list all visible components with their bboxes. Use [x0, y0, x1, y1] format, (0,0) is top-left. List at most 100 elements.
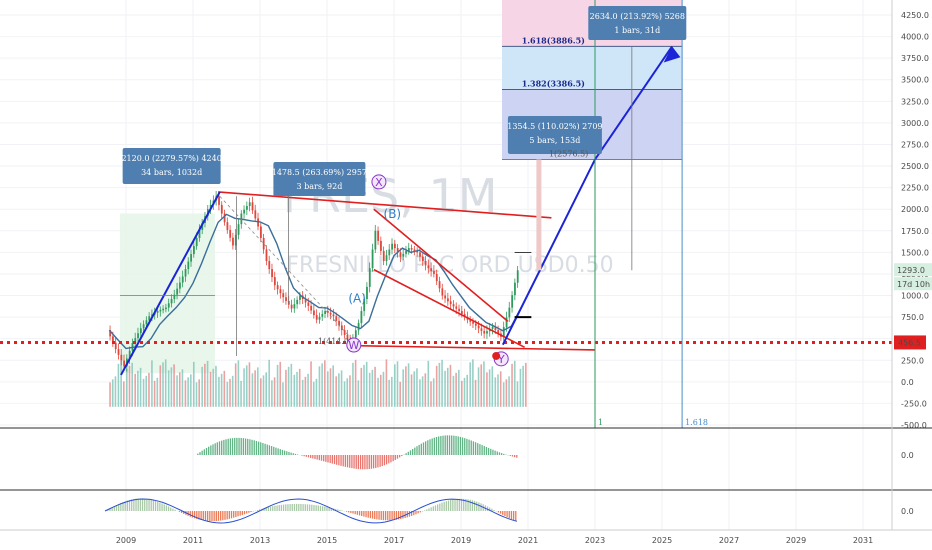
- oscillator-bar: [450, 499, 452, 511]
- volume-bar: [452, 375, 455, 407]
- oscillator-bar: [489, 507, 491, 511]
- oscillator-bar: [430, 507, 432, 511]
- histogram-bar: [238, 437, 240, 455]
- candle-body: [226, 222, 229, 230]
- candle-body: [505, 317, 508, 328]
- volume-bar: [368, 372, 371, 407]
- oscillator-bar: [233, 511, 235, 518]
- volume-bar: [480, 364, 483, 407]
- volume-bar: [298, 368, 301, 407]
- candle-body: [318, 316, 321, 320]
- histogram-bar: [244, 438, 247, 455]
- oscillator-bar: [510, 511, 513, 520]
- candle-body: [137, 333, 139, 339]
- candle-body: [360, 311, 363, 324]
- oscillator-bar: [213, 511, 215, 522]
- oscillator-bar: [404, 511, 406, 519]
- oscillator-bar: [308, 504, 311, 511]
- volume-bar: [164, 359, 167, 407]
- candle-body: [170, 298, 173, 304]
- histogram-bar: [216, 442, 218, 455]
- volume-bar: [424, 373, 427, 407]
- histogram-bar: [320, 455, 323, 461]
- histogram-bar: [359, 455, 362, 470]
- candle-body: [497, 330, 500, 334]
- oscillator-bar: [478, 502, 480, 511]
- candlesticks: [108, 190, 521, 372]
- histogram-bar: [420, 443, 422, 455]
- candle-body: [394, 243, 396, 249]
- histogram-bar: [197, 453, 199, 455]
- candle-body: [251, 202, 254, 211]
- candle-body: [430, 268, 433, 272]
- oscillator-bar: [454, 499, 456, 511]
- candle-body: [268, 261, 271, 270]
- candle-body: [421, 256, 424, 261]
- candle-body: [114, 342, 117, 350]
- candle-body: [433, 271, 435, 274]
- oscillator-bar: [419, 511, 421, 513]
- volume-bar: [352, 362, 354, 407]
- volume-bar: [290, 363, 293, 407]
- oscillator-bar: [306, 504, 309, 511]
- measure-label-bars: 34 bars, 1032d: [141, 168, 202, 177]
- oscillator-bar: [499, 511, 502, 514]
- candle-body: [357, 323, 360, 331]
- histogram-bar: [503, 453, 505, 455]
- histogram-bar: [318, 455, 320, 461]
- volume-bar: [223, 370, 226, 407]
- x-tick-label: 2027: [719, 536, 739, 545]
- oscillator-bar: [174, 509, 176, 511]
- measure-label-value: 1354.5 (110.02%) 2709: [507, 122, 602, 131]
- chart-drawings: [0, 0, 892, 428]
- volume-bar: [477, 367, 480, 407]
- candle-body: [159, 309, 162, 312]
- oscillator-bar: [317, 505, 319, 511]
- histogram-bar: [396, 455, 399, 459]
- oscillator-bar: [204, 511, 207, 521]
- x-tick-label: 2031: [853, 536, 873, 545]
- histogram-bar: [214, 443, 216, 455]
- histogram-bar: [310, 455, 312, 458]
- candle-body: [472, 321, 474, 324]
- candle-body: [407, 248, 410, 251]
- volume-bar: [193, 361, 195, 407]
- candle-body: [139, 328, 142, 334]
- histogram-bar: [329, 455, 331, 464]
- candle-body: [391, 243, 394, 250]
- oscillator-bar: [220, 511, 222, 521]
- histogram-bar: [427, 440, 429, 455]
- histogram-bar: [253, 440, 255, 455]
- volume-bar: [134, 373, 136, 407]
- volume-bar: [293, 374, 296, 407]
- last-price-badge: [894, 263, 932, 277]
- histogram-bar: [314, 455, 316, 460]
- oscillator-bar: [178, 511, 181, 512]
- countdown-value: 17d 10h: [897, 280, 930, 289]
- volume-bar: [287, 366, 290, 407]
- oscillator-bar: [324, 506, 326, 511]
- volume-bar: [173, 364, 175, 407]
- candle-body: [262, 237, 265, 250]
- volume-bar: [315, 378, 318, 407]
- volume-bar: [332, 365, 334, 407]
- oscillator-bar: [163, 504, 165, 511]
- histogram-bar: [247, 438, 249, 455]
- volume-bar: [307, 373, 309, 407]
- oscillator-bar: [222, 511, 224, 521]
- histogram-bar: [229, 438, 232, 455]
- candle-body: [458, 308, 461, 312]
- volume-bar: [251, 373, 254, 407]
- histogram-bar: [466, 438, 468, 455]
- volume-bars: [109, 359, 527, 407]
- candle-body: [363, 298, 366, 312]
- histogram-bar: [500, 453, 503, 455]
- oscillator-bar: [319, 505, 322, 511]
- oscillator-bar: [248, 511, 250, 513]
- volume-bar: [354, 359, 357, 407]
- event-marker: [492, 351, 501, 360]
- indicator-zero-label: 0.0: [901, 507, 914, 516]
- volume-bar: [109, 382, 111, 407]
- volume-bar: [466, 374, 468, 407]
